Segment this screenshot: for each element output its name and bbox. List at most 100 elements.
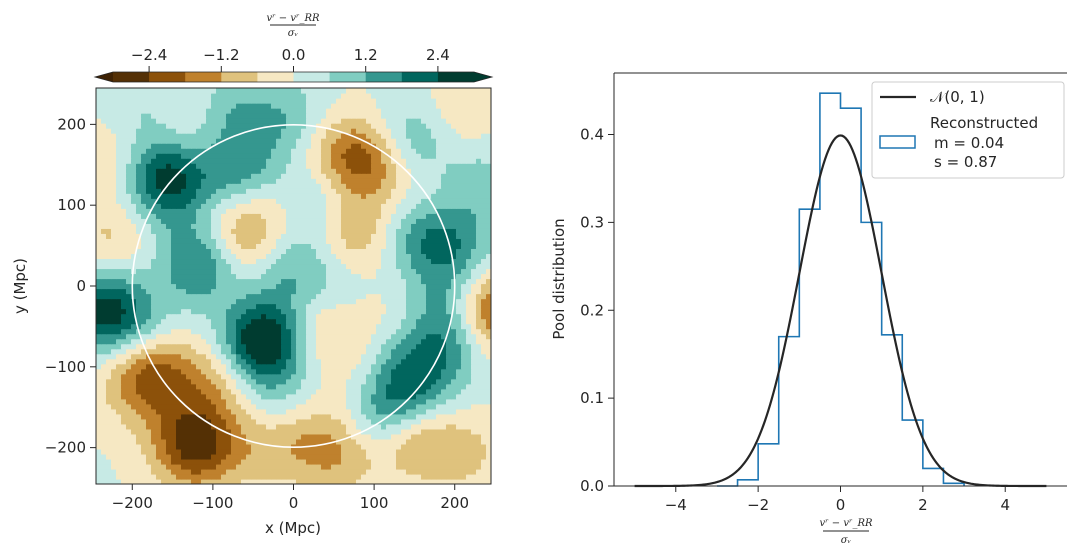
heatmap-cell	[476, 183, 482, 189]
heatmap-cell	[196, 353, 202, 360]
heatmap-cell	[186, 388, 192, 395]
heatmap-cell	[271, 388, 277, 395]
heatmap-cell	[396, 173, 402, 179]
heatmap-field	[96, 88, 491, 484]
heatmap-cell	[106, 253, 112, 260]
heatmap-cell	[256, 398, 262, 405]
heatmap-cell	[121, 288, 127, 295]
heatmap-cell	[421, 418, 427, 425]
heatmap-cell	[371, 268, 377, 275]
heatmap-cell	[351, 293, 357, 300]
heatmap-cell	[276, 393, 282, 400]
heatmap-cell	[286, 423, 292, 430]
heatmap-cell	[171, 343, 177, 350]
heatmap-cell	[271, 268, 277, 275]
heatmap-cell	[391, 368, 397, 375]
heatmap-cell	[211, 448, 217, 455]
heatmap-cell	[446, 368, 452, 375]
heatmap-cell	[256, 303, 262, 310]
heatmap-cell	[176, 303, 182, 310]
heatmap-cell	[166, 348, 172, 355]
heatmap-cell	[416, 263, 422, 270]
heatmap-cell	[316, 183, 322, 189]
heatmap-cell	[151, 423, 157, 430]
heatmap-cell	[111, 303, 117, 310]
heatmap-cell	[281, 218, 287, 224]
heatmap-cell	[146, 338, 152, 345]
heatmap-cell	[306, 323, 312, 330]
heatmap-cell	[126, 293, 132, 300]
heatmap-cell	[471, 358, 477, 365]
heatmap-cell	[311, 358, 317, 365]
heatmap-cell	[481, 348, 487, 355]
heatmap-cell	[381, 373, 387, 380]
heatmap-cell	[281, 238, 287, 244]
heatmap-cell	[271, 348, 277, 355]
heatmap-cell	[401, 183, 407, 189]
heatmap-cell	[166, 448, 172, 455]
heatmap-cell	[271, 468, 277, 475]
heatmap-cell	[181, 193, 187, 199]
heatmap-cell	[96, 278, 102, 285]
heatmap-cell	[131, 403, 137, 410]
heatmap-cell	[416, 223, 422, 229]
heatmap-cell	[191, 378, 197, 385]
heatmap-cell	[106, 328, 112, 335]
heatmap-cell	[226, 208, 232, 214]
heatmap-cell	[211, 183, 217, 189]
heatmap-cell	[301, 338, 307, 345]
heatmap-cell	[356, 263, 362, 270]
heatmap-cell	[151, 213, 157, 219]
heatmap-cell	[411, 308, 417, 315]
heatmap-cell	[186, 333, 192, 340]
heatmap-cell	[186, 368, 192, 375]
heatmap-cell	[446, 448, 452, 455]
heatmap-cell	[121, 168, 127, 174]
heatmap-cell	[231, 338, 237, 345]
heatmap-cell	[141, 303, 147, 310]
heatmap-cell	[196, 198, 202, 204]
heatmap-cell	[141, 458, 147, 465]
heatmap-cell	[391, 343, 397, 350]
heatmap-cell	[136, 473, 142, 480]
heatmap-cell	[211, 258, 217, 265]
heatmap-cell	[361, 478, 367, 484]
heatmap-cell	[301, 383, 307, 390]
heatmap-cell	[391, 323, 397, 330]
heatmap-cell	[361, 253, 367, 260]
heatmap-cell	[101, 368, 107, 375]
heatmap-cell	[371, 338, 377, 345]
heatmap-cell	[126, 423, 132, 430]
heatmap-cell	[321, 353, 327, 360]
heatmap-cell	[296, 173, 302, 179]
heatmap-cell	[226, 248, 232, 255]
heatmap-cell	[421, 183, 427, 189]
heatmap-cell	[481, 213, 487, 219]
heatmap-cell	[481, 353, 487, 360]
heatmap-cell	[231, 378, 237, 385]
heatmap-cell	[261, 273, 267, 280]
heatmap-cell	[261, 363, 267, 370]
heatmap-cell	[106, 368, 112, 375]
heatmap-cell	[436, 323, 442, 330]
heatmap-cell	[181, 463, 187, 470]
heatmap-cell	[256, 388, 262, 395]
heatmap-cell	[211, 353, 217, 360]
heatmap-cell	[471, 338, 477, 345]
heatmap-cell	[156, 258, 162, 265]
heatmap-cell	[151, 293, 157, 300]
heatmap-cell	[471, 288, 477, 295]
heatmap-cell	[376, 383, 382, 390]
heatmap-cell	[96, 328, 102, 335]
heatmap-cell	[476, 433, 482, 440]
heatmap-cell	[276, 358, 282, 365]
heatmap-cell	[406, 338, 412, 345]
heatmap-cell	[191, 358, 197, 365]
heatmap-cell	[236, 208, 242, 214]
heatmap-cell	[461, 468, 467, 475]
heatmap-cell	[161, 178, 167, 184]
heatmap-cell	[186, 188, 192, 194]
heatmap-cell	[106, 403, 112, 410]
heatmap-cell	[381, 478, 387, 484]
heatmap-cell	[466, 268, 472, 275]
